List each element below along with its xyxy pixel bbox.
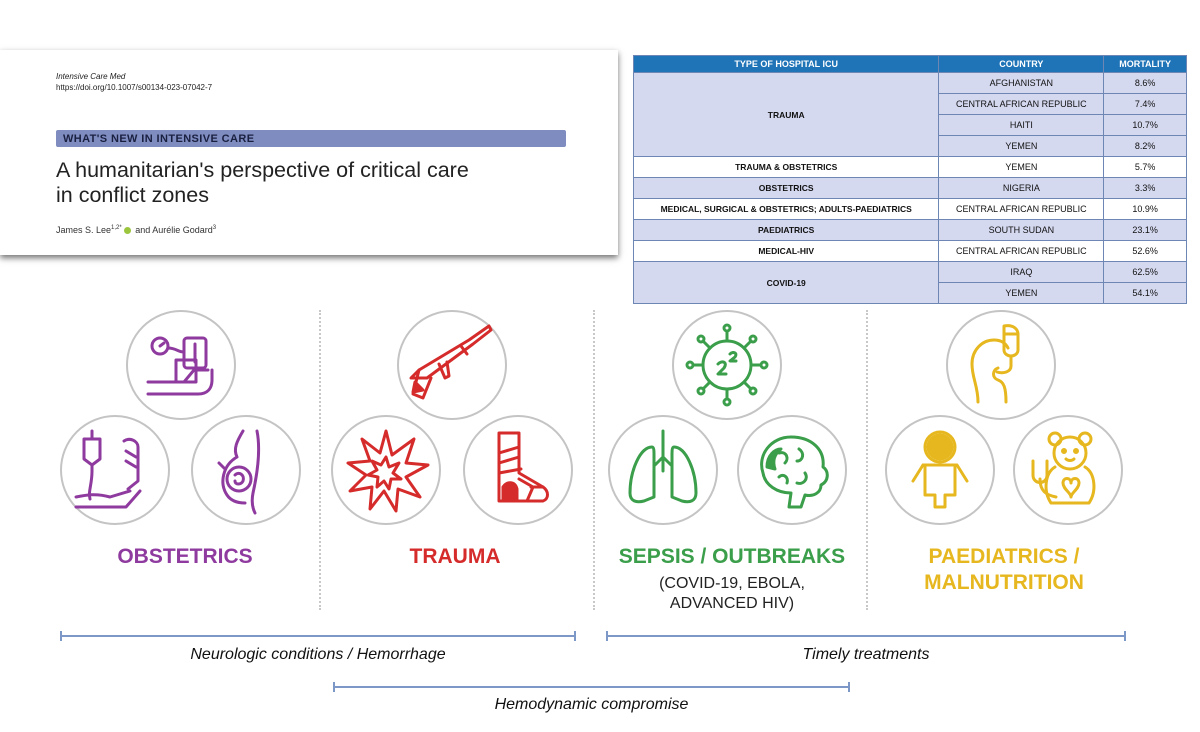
- trauma-circle-right: [463, 415, 573, 525]
- table-row: MEDICAL-HIV CENTRAL AFRICAN REPUBLIC 52.…: [632, 240, 1187, 262]
- table-row: COVID-19 IRAQ 62.5%: [632, 261, 1187, 304]
- orcid-icon[interactable]: [123, 227, 131, 235]
- paediatrics-label-2: MALNUTRITION: [924, 571, 1084, 594]
- mortality-cell: 10.7%: [1103, 114, 1187, 136]
- section-label: WHAT'S NEW IN INTENSIVE CARE: [63, 133, 255, 145]
- injured-foot-icon: [497, 431, 549, 503]
- table-row: OBSTETRICS NIGERIA 3.3%: [632, 177, 1187, 199]
- obstetrics-circle-left: [60, 415, 170, 525]
- author-2: and Aurélie Godard: [135, 225, 213, 235]
- table-row: TRAUMA & OBSTETRICS YEMEN 5.7%: [632, 156, 1187, 178]
- type-cell: TRAUMA & OBSTETRICS: [632, 156, 940, 178]
- bracket-left-label: Neurologic conditions / Hemorrhage: [190, 646, 446, 663]
- baby-icon: [911, 430, 969, 509]
- rifle-icon: [409, 324, 493, 400]
- blood-pressure-cuff-icon: [146, 336, 214, 396]
- country-cell: IRAQ: [938, 261, 1105, 283]
- trauma-circle-left: [331, 415, 441, 525]
- mortality-cell: 8.2%: [1103, 135, 1187, 157]
- header-country: COUNTRY: [938, 55, 1105, 73]
- mortality-cell: 23.1%: [1103, 219, 1187, 241]
- obstetrics-circle-right: [191, 415, 301, 525]
- trauma-label: TRAUMA: [409, 545, 501, 568]
- type-cell: MEDICAL, SURGICAL & OBSTETRICS; ADULTS-P…: [632, 198, 940, 220]
- type-cell: OBSTETRICS: [632, 177, 940, 199]
- type-cell: MEDICAL-HIV: [632, 240, 940, 262]
- sepsis-circle-left: [608, 415, 718, 525]
- header-type: TYPE OF HOSPITAL ICU: [632, 55, 940, 73]
- mortality-cell: 7.4%: [1103, 93, 1187, 115]
- author-1: James S. Lee: [56, 225, 112, 235]
- author-1-affil: 1,2*: [111, 225, 122, 231]
- obstetrics-label: OBSTETRICS: [117, 545, 253, 568]
- country-cell: HAITI: [938, 114, 1105, 136]
- bracket-middle-label: Hemodynamic compromise: [494, 696, 689, 713]
- explosion-icon: [346, 429, 430, 513]
- table-row: PAEDIATRICS SOUTH SUDAN 23.1%: [632, 219, 1187, 241]
- sepsis-circle-right: [737, 415, 847, 525]
- country-cell: SOUTH SUDAN: [938, 219, 1105, 241]
- country-cell: CENTRAL AFRICAN REPUBLIC: [938, 240, 1105, 262]
- mortality-cell: 3.3%: [1103, 177, 1187, 199]
- paediatrics-label-1: PAEDIATRICS /: [928, 545, 1080, 568]
- type-cell: COVID-19: [632, 261, 940, 304]
- section-banner: WHAT'S NEW IN INTENSIVE CARE: [56, 130, 566, 147]
- mortality-cell: 8.6%: [1103, 72, 1187, 94]
- country-cell: CENTRAL AFRICAN REPUBLIC: [938, 198, 1105, 220]
- separator: [866, 310, 868, 610]
- paper-title: A humanitarian's perspective of critical…: [56, 158, 576, 208]
- mortality-cell: 54.1%: [1103, 282, 1187, 304]
- journal-name: Intensive Care Med: [56, 72, 126, 81]
- teddy-bear-stethoscope-icon: [1031, 431, 1096, 505]
- country-cell: NIGERIA: [938, 177, 1105, 199]
- paediatrics-circle-left: [885, 415, 995, 525]
- type-cell: PAEDIATRICS: [632, 219, 940, 241]
- bracket-middle: [333, 682, 850, 692]
- mortality-cell: 62.5%: [1103, 261, 1187, 283]
- iv-drip-arm-icon: [74, 429, 142, 509]
- doi-link[interactable]: https://doi.org/10.1007/s00134-023-07042…: [56, 83, 213, 92]
- sepsis-circle-top: [672, 310, 782, 420]
- sepsis-sub-2: ADVANCED HIV): [669, 595, 795, 612]
- header-mortality: MORTALITY: [1103, 55, 1187, 73]
- title-line-1: A humanitarian's perspective of critical…: [56, 158, 469, 182]
- trauma-circle-top: [397, 310, 507, 420]
- obstetrics-circle-top: [126, 310, 236, 420]
- paper-header-card: Intensive Care Med https://doi.org/10.10…: [0, 50, 618, 255]
- mortality-cell: 10.9%: [1103, 198, 1187, 220]
- title-line-2: in conflict zones: [56, 183, 209, 207]
- mortality-cell: 52.6%: [1103, 240, 1187, 262]
- country-cell: CENTRAL AFRICAN REPUBLIC: [938, 93, 1105, 115]
- bracket-left: [60, 631, 576, 641]
- country-cell: AFGHANISTAN: [938, 72, 1105, 94]
- country-cell: YEMEN: [938, 156, 1105, 178]
- paediatrics-circle-right: [1013, 415, 1123, 525]
- table-row: MEDICAL, SURGICAL & OBSTETRICS; ADULTS-P…: [632, 198, 1187, 220]
- mortality-table: TYPE OF HOSPITAL ICU COUNTRY MORTALITY T…: [632, 55, 1187, 304]
- sepsis-label: SEPSIS / OUTBREAKS: [618, 545, 846, 568]
- table-row: TRAUMA AFGHANISTAN 8.6%: [632, 72, 1187, 157]
- feeding-tube-child-icon: [970, 324, 1020, 404]
- author-2-affil: 3: [212, 225, 217, 231]
- country-cell: YEMEN: [938, 135, 1105, 157]
- lungs-icon: [628, 429, 698, 504]
- paediatrics-circle-top: [946, 310, 1056, 420]
- virus-icon: [685, 323, 769, 407]
- table-header-row: TYPE OF HOSPITAL ICU COUNTRY MORTALITY: [632, 55, 1187, 73]
- authors: James S. Lee1,2* and Aurélie Godard3: [56, 225, 216, 235]
- brain-icon: [760, 435, 829, 509]
- mortality-cell: 5.7%: [1103, 156, 1187, 178]
- bracket-right-label: Timely treatments: [802, 646, 930, 663]
- type-cell: TRAUMA: [632, 72, 940, 157]
- bracket-right: [606, 631, 1126, 641]
- sepsis-sub-1: (COVID-19, EBOLA,: [659, 575, 805, 592]
- separator: [319, 310, 321, 610]
- pregnancy-icon: [217, 429, 261, 515]
- separator: [593, 310, 595, 610]
- country-cell: YEMEN: [938, 282, 1105, 304]
